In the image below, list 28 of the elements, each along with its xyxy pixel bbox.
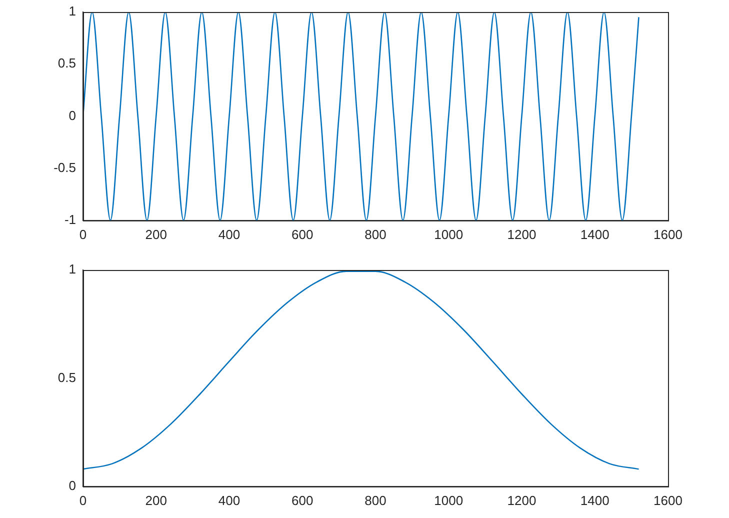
x-tick-label: 1400 bbox=[580, 492, 610, 508]
x-tick-label: 1600 bbox=[654, 492, 682, 508]
x-tick-label: 200 bbox=[145, 492, 167, 508]
x-tick-label: 800 bbox=[364, 492, 386, 508]
x-tick-label: 800 bbox=[364, 226, 386, 242]
x-tick-label: 1200 bbox=[507, 492, 536, 508]
x-tick-label: 1200 bbox=[507, 226, 536, 242]
y-tick-label: 1 bbox=[68, 4, 76, 19]
y-tick-label: 0 bbox=[68, 108, 76, 123]
y-tick-label: 0.5 bbox=[58, 56, 76, 71]
x-tick-label: 600 bbox=[292, 226, 314, 242]
y-tick-label: -1 bbox=[64, 212, 76, 227]
y-tick-label: 1 bbox=[68, 262, 76, 277]
line-series bbox=[83, 270, 640, 470]
line-series bbox=[83, 12, 640, 220]
y-tick-label: 0.5 bbox=[58, 370, 76, 385]
x-tick-label: 400 bbox=[218, 226, 240, 242]
y-tick-label: 0 bbox=[68, 478, 76, 493]
x-tick-label: 1600 bbox=[654, 226, 682, 242]
x-tick-label: 0 bbox=[79, 492, 87, 508]
x-tick-label: 400 bbox=[218, 492, 240, 508]
x-tick-label: 1400 bbox=[580, 226, 610, 242]
x-tick-label: 0 bbox=[79, 226, 87, 242]
y-tick-label: -0.5 bbox=[54, 160, 76, 175]
x-tick-label: 1000 bbox=[434, 226, 464, 242]
x-tick-label: 200 bbox=[145, 226, 167, 242]
x-tick-label: 1000 bbox=[434, 492, 464, 508]
x-tick-label: 600 bbox=[292, 492, 314, 508]
